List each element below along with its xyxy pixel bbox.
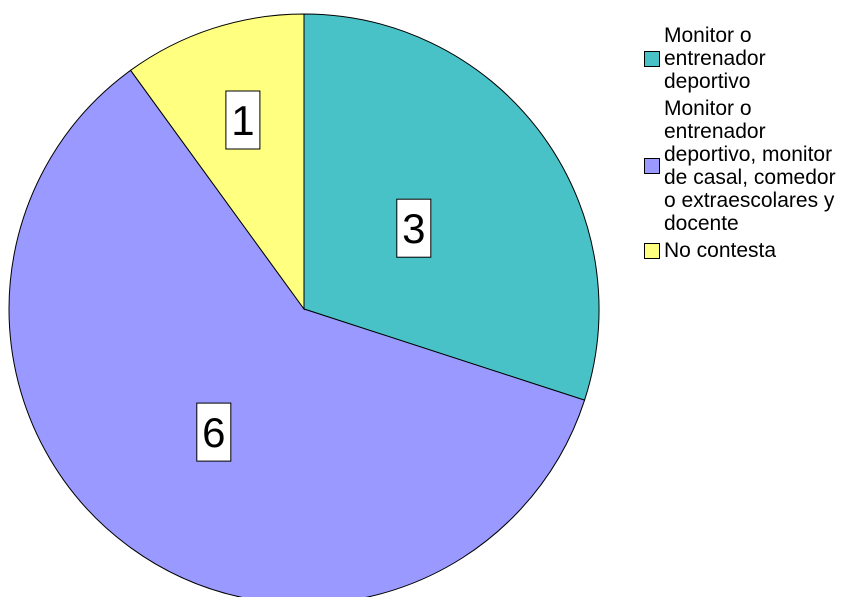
svg-text:3: 3: [402, 205, 425, 252]
legend-label: Monitor o entrenador deportivo, monitor …: [664, 97, 836, 235]
legend-swatch-teal: [644, 50, 660, 67]
pie-slice-monitor-docente: [8, 69, 586, 597]
data-label-monitor-entrenador: 3: [396, 198, 432, 258]
data-label-no-contesta: 1: [225, 90, 261, 150]
legend-item-no-contesta: No contesta: [644, 239, 854, 262]
svg-text:1: 1: [231, 97, 254, 144]
pie-slice-no-contesta: [129, 13, 305, 311]
svg-text:6: 6: [202, 409, 225, 456]
legend-item-monitor-docente: Monitor o entrenador deportivo, monitor …: [644, 97, 854, 235]
pie-slice-monitor-entrenador: [303, 13, 600, 401]
legend-swatch-yellow: [644, 242, 660, 259]
legend-label: Monitor o entrenador deportivo: [664, 24, 766, 93]
data-label-monitor-docente: 6: [196, 402, 232, 462]
legend-label: No contesta: [664, 239, 777, 262]
legend: Monitor o entrenador deportivo Monitor o…: [644, 24, 854, 266]
legend-swatch-lavender: [644, 158, 660, 174]
legend-item-monitor-entrenador: Monitor o entrenador deportivo: [644, 24, 854, 93]
pie-chart: 3 6 1: [8, 13, 600, 597]
